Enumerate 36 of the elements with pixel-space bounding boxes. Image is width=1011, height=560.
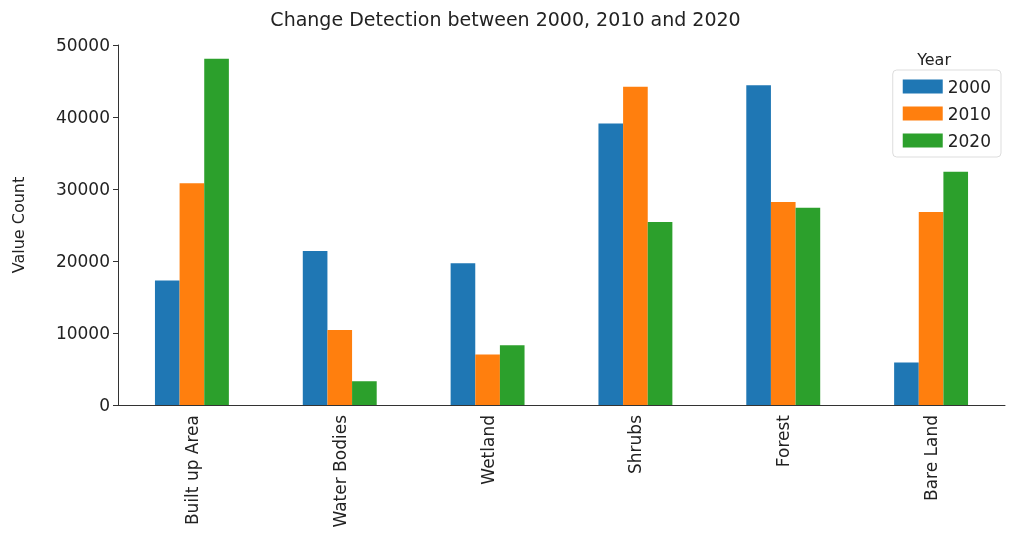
bar [302, 250, 328, 405]
bar [795, 207, 821, 405]
bar [746, 85, 771, 405]
bar [647, 222, 673, 405]
chart-title: Change Detection between 2000, 2010 and 2020 [270, 7, 741, 30]
bar [352, 381, 377, 405]
x-tick-label: Bare Land [921, 415, 942, 502]
bar [598, 123, 624, 405]
y-tick-label: 0 [99, 395, 110, 415]
bar [499, 345, 525, 405]
bar [770, 201, 796, 405]
bar [204, 58, 229, 405]
y-tick-label: 20000 [55, 251, 110, 271]
bar [943, 171, 969, 405]
y-tick-label: 10000 [55, 323, 110, 343]
bar [918, 212, 944, 405]
x-tick-label: Water Bodies [329, 414, 350, 528]
y-tick-label: 50000 [55, 35, 110, 55]
bar [894, 362, 919, 405]
bar [154, 280, 180, 405]
x-tick-label: Wetland [477, 415, 498, 485]
legend-title: Year [916, 49, 952, 69]
legend-label: 2020 [947, 130, 991, 151]
legend-label: 2000 [947, 76, 991, 97]
y-tick-label: 30000 [55, 179, 110, 199]
legend-label: 2010 [947, 103, 991, 124]
bar [327, 330, 353, 405]
bar [179, 183, 205, 405]
x-tick-label: Forest [773, 414, 794, 468]
x-tick-label: Built up Area [181, 415, 202, 526]
bar [475, 354, 500, 405]
bar [450, 263, 476, 405]
y-axis-title: Value Count [8, 176, 28, 274]
bar [623, 86, 648, 405]
y-tick-label: 40000 [55, 107, 110, 127]
x-tick-label: Shrubs [625, 414, 646, 474]
